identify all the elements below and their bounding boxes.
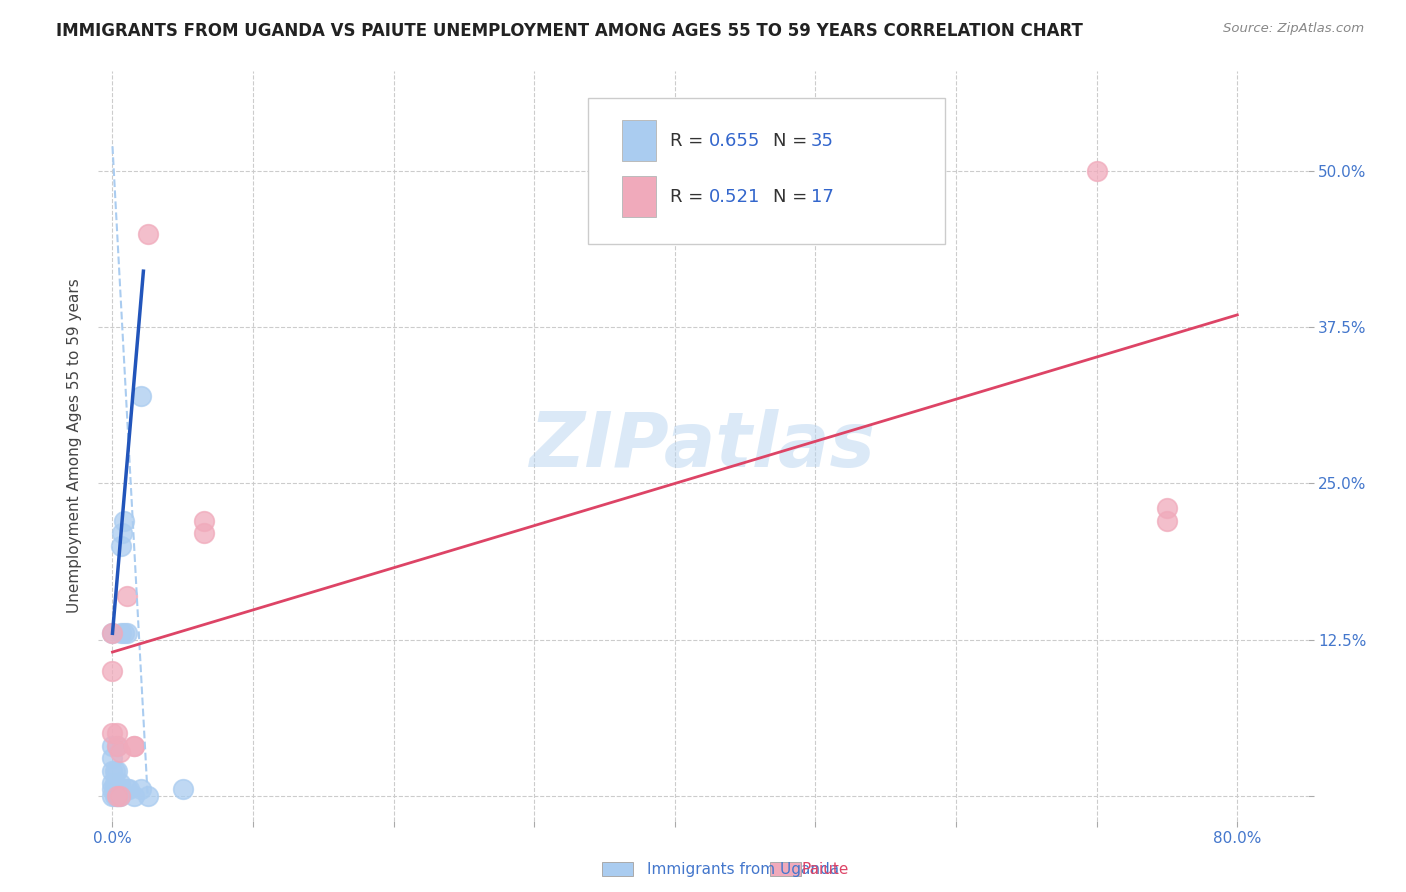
Text: 0.655: 0.655 (709, 132, 761, 150)
Point (105, 764, 128, 778)
Text: R =: R = (671, 132, 710, 150)
Point (122, 739, 145, 753)
Point (104, 764, 127, 778)
Point (105, 739, 128, 753)
Text: IMMIGRANTS FROM UGANDA VS PAIUTE UNEMPLOYMENT AMONG AGES 55 TO 59 YEARS CORRELAT: IMMIGRANTS FROM UGANDA VS PAIUTE UNEMPLO… (56, 22, 1083, 40)
Point (101, 739, 124, 753)
Point (107, 789, 129, 803)
Point (108, 776, 131, 790)
Text: Immigrants from Uganda: Immigrants from Uganda (647, 863, 839, 877)
Point (108, 745, 131, 759)
Point (101, 726, 124, 740)
Text: Source: ZipAtlas.com: Source: ZipAtlas.com (1223, 22, 1364, 36)
Point (101, 626, 124, 640)
FancyBboxPatch shape (602, 862, 633, 876)
Point (105, 789, 128, 803)
Text: ZIPatlas: ZIPatlas (530, 409, 876, 483)
Point (104, 782, 127, 797)
Point (110, 626, 132, 640)
Point (107, 782, 129, 797)
Y-axis label: Unemployment Among Ages 55 to 59 years: Unemployment Among Ages 55 to 59 years (67, 278, 83, 614)
Point (122, 789, 145, 803)
Point (110, 782, 132, 797)
Point (101, 789, 124, 803)
Text: N =: N = (773, 188, 813, 206)
Point (112, 514, 135, 528)
Text: R =: R = (671, 188, 710, 206)
Point (115, 626, 138, 640)
FancyBboxPatch shape (621, 120, 655, 161)
Point (193, 526, 215, 541)
Point (101, 626, 124, 640)
Text: 17: 17 (811, 188, 834, 206)
FancyBboxPatch shape (621, 177, 655, 218)
Point (104, 776, 127, 790)
Text: Paiute: Paiute (801, 863, 849, 877)
Point (122, 739, 145, 753)
Point (101, 776, 124, 790)
Point (115, 589, 138, 603)
Point (172, 782, 194, 797)
Point (104, 789, 127, 803)
Point (105, 782, 128, 797)
Point (1085, 164, 1108, 178)
Point (112, 626, 135, 640)
Point (101, 664, 124, 678)
Point (111, 526, 134, 541)
Point (108, 789, 131, 803)
Point (129, 389, 152, 403)
Point (193, 514, 215, 528)
Point (101, 764, 124, 778)
FancyBboxPatch shape (588, 97, 945, 244)
Point (101, 751, 124, 765)
Point (136, 789, 159, 803)
Point (1156, 514, 1178, 528)
Point (105, 789, 128, 803)
Point (110, 539, 132, 553)
Point (115, 782, 138, 797)
Text: 35: 35 (811, 132, 834, 150)
Point (108, 789, 131, 803)
Text: N =: N = (773, 132, 813, 150)
Point (1156, 501, 1178, 516)
Point (129, 782, 152, 797)
Point (118, 782, 141, 797)
FancyBboxPatch shape (770, 862, 801, 876)
Point (136, 227, 159, 241)
Point (101, 782, 124, 797)
Point (105, 739, 128, 753)
Text: 0.521: 0.521 (709, 188, 761, 206)
Point (105, 726, 128, 740)
